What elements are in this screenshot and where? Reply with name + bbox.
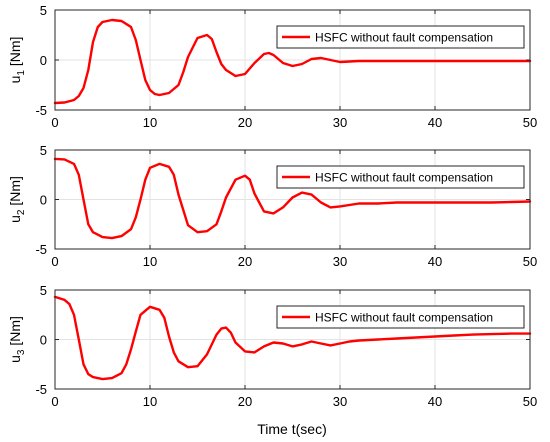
y-tick-label: 0 <box>40 53 47 68</box>
x-tick-label: 30 <box>333 115 347 130</box>
x-tick-label: 40 <box>428 254 442 269</box>
x-tick-label: 50 <box>523 115 537 130</box>
y-tick-label: -5 <box>35 242 47 257</box>
legend-box <box>276 305 525 329</box>
x-tick-label: 20 <box>238 115 252 130</box>
x-tick-label: 50 <box>523 254 537 269</box>
x-tick-label: 20 <box>238 254 252 269</box>
y-axis-label-subscript: 1 <box>16 70 27 76</box>
series-line-1 <box>53 295 532 381</box>
y-axis-label-unit: [Nm] <box>7 316 23 349</box>
y-axis-label-subscript: 3 <box>16 349 27 355</box>
y-axis-label: u3 [Nm] <box>7 316 27 363</box>
y-axis-label-symbol: u <box>7 355 23 363</box>
legend-label: HSFC without fault compensation <box>315 31 493 45</box>
y-tick-label: 0 <box>40 193 47 208</box>
x-tick-label: 50 <box>523 394 537 409</box>
x-tick-label: 40 <box>428 394 442 409</box>
x-axis-label: Time t(sec) <box>257 421 326 437</box>
y-axis-label: u2 [Nm] <box>7 176 27 223</box>
x-tick-label: 20 <box>238 394 252 409</box>
legend-box <box>276 25 525 49</box>
y-tick-label: -5 <box>35 103 47 118</box>
x-tick-label: 10 <box>143 394 157 409</box>
x-tick-label: 40 <box>428 115 442 130</box>
y-tick-label: 5 <box>40 283 47 298</box>
series-line-1 <box>53 18 532 105</box>
y-axis-label: u1 [Nm] <box>7 37 27 84</box>
y-axis-label-symbol: u <box>7 76 23 84</box>
legend-box <box>276 165 525 189</box>
legend: HSFC without fault compensation <box>276 305 525 329</box>
x-tick-label: 30 <box>333 254 347 269</box>
x-tick-label: 30 <box>333 394 347 409</box>
x-tick-label: 10 <box>143 254 157 269</box>
x-tick-label: 10 <box>143 115 157 130</box>
series-line-1 <box>53 157 532 240</box>
y-axis-label-subscript: 2 <box>16 209 27 215</box>
y-axis-label-unit: [Nm] <box>7 37 23 70</box>
x-tick-label: 0 <box>51 115 58 130</box>
legend: HSFC without fault compensation <box>276 165 525 189</box>
y-axis-label-symbol: u <box>7 215 23 223</box>
y-tick-label: -5 <box>35 382 47 397</box>
legend-label: HSFC without fault compensation <box>315 311 493 325</box>
y-axis-label-unit: [Nm] <box>7 176 23 209</box>
y-tick-label: 5 <box>40 143 47 158</box>
y-tick-label: 5 <box>40 3 47 18</box>
legend-label: HSFC without fault compensation <box>315 171 493 185</box>
x-tick-label: 0 <box>51 394 58 409</box>
x-tick-label: 0 <box>51 254 58 269</box>
legend: HSFC without fault compensation <box>276 25 525 49</box>
y-tick-label: 0 <box>40 333 47 348</box>
